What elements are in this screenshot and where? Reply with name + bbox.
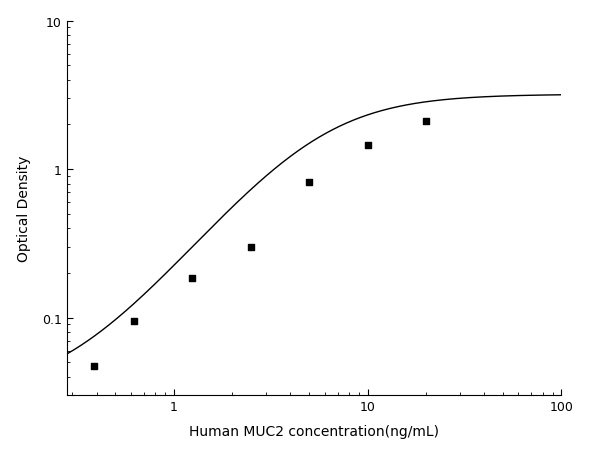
Point bbox=[129, 318, 139, 325]
Point bbox=[304, 179, 314, 186]
Point bbox=[421, 118, 431, 126]
Point bbox=[188, 275, 197, 282]
Point bbox=[363, 142, 372, 150]
Point bbox=[246, 244, 255, 251]
X-axis label: Human MUC2 concentration(ng/mL): Human MUC2 concentration(ng/mL) bbox=[189, 425, 439, 438]
Point bbox=[90, 363, 99, 370]
Y-axis label: Optical Density: Optical Density bbox=[17, 156, 31, 262]
